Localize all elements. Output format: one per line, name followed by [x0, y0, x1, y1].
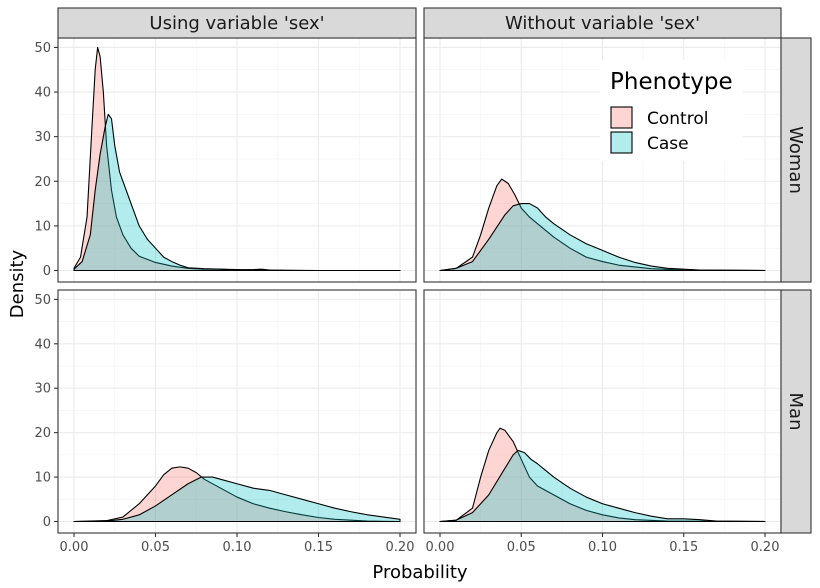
x-axis-using-sex: 0.00 0.05 0.10 0.15 0.20 [60, 533, 415, 555]
y-axis-woman: 0 10 20 30 40 50 [34, 41, 58, 279]
x-tick-label: 0.05 [507, 540, 536, 555]
x-tick-label: 0.00 [426, 540, 455, 555]
y-tick-label: 30 [34, 130, 51, 145]
y-axis-man: 0 10 20 30 40 50 [34, 293, 58, 530]
x-axis-without-sex: 0.00 0.05 0.10 0.15 0.20 [426, 533, 780, 555]
legend-key-swatch [611, 107, 632, 128]
row-strip-man: Man [781, 290, 811, 533]
x-tick-label: 0.10 [223, 540, 252, 555]
panel-man-using-sex [58, 290, 416, 533]
legend-entry-control: Control [610, 106, 708, 129]
y-tick-label: 0 [43, 515, 51, 530]
legend-title: Phenotype [610, 69, 733, 95]
column-strip-label: Using variable 'sex' [149, 13, 324, 34]
x-tick-label: 0.05 [141, 540, 170, 555]
row-strip-label: Man [785, 393, 806, 431]
legend: Phenotype Control Case [600, 60, 743, 161]
y-tick-label: 50 [34, 41, 51, 56]
legend-entry-case: Case [610, 131, 689, 154]
y-tick-label: 40 [34, 86, 51, 101]
column-strip-label: Without variable 'sex' [505, 13, 700, 34]
legend-entry-label: Case [647, 134, 689, 154]
x-tick-label: 0.20 [386, 540, 415, 555]
x-tick-label: 0.10 [588, 540, 617, 555]
y-tick-label: 40 [34, 337, 51, 352]
legend-key-swatch [611, 132, 632, 153]
column-strip-without-sex: Without variable 'sex' [424, 8, 781, 38]
y-tick-label: 20 [34, 426, 51, 441]
row-strip-label: Woman [785, 126, 806, 194]
y-tick-label: 0 [43, 264, 51, 279]
y-tick-label: 20 [34, 175, 51, 190]
y-tick-label: 10 [34, 219, 51, 234]
x-tick-label: 0.20 [751, 540, 780, 555]
x-axis-title: Probability [372, 562, 467, 583]
x-tick-label: 0.15 [304, 540, 333, 555]
y-tick-label: 10 [34, 471, 51, 486]
x-tick-label: 0.15 [669, 540, 698, 555]
column-strip-using-sex: Using variable 'sex' [58, 8, 416, 38]
x-tick-label: 0.00 [60, 540, 89, 555]
y-axis-title: Density [7, 249, 28, 318]
panel-woman-using-sex [58, 38, 416, 282]
legend-entry-label: Control [647, 109, 708, 129]
y-tick-label: 30 [34, 382, 51, 397]
panel-man-without-sex [424, 290, 781, 533]
y-tick-label: 50 [34, 293, 51, 308]
row-strip-woman: Woman [781, 38, 811, 282]
